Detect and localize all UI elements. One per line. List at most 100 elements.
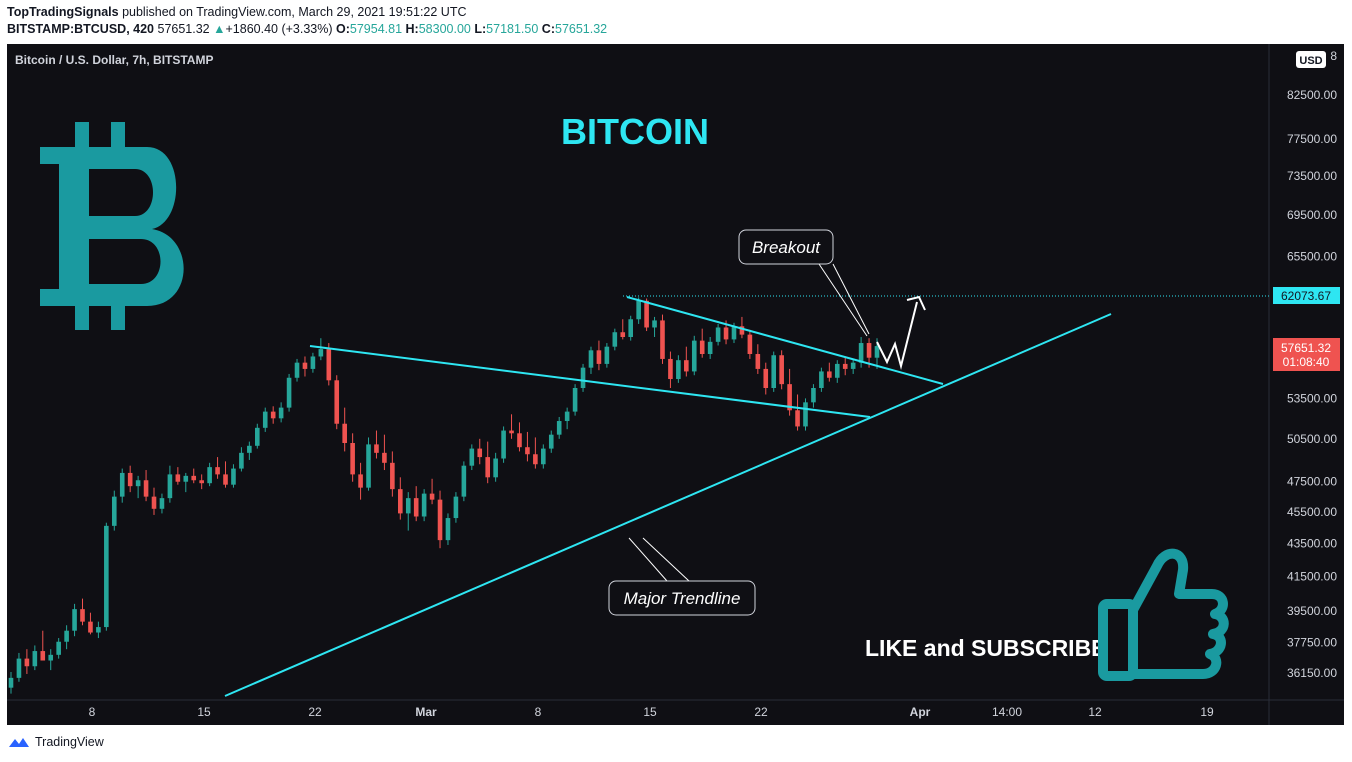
candle-body: [469, 448, 475, 466]
candle-body: [326, 349, 332, 381]
candle-body: [684, 360, 689, 372]
candle-body: [604, 346, 610, 364]
candle-body: [779, 355, 784, 385]
candle-body: [318, 349, 324, 357]
candle-body: [819, 371, 824, 389]
low-label: L:: [474, 22, 487, 36]
trendline-label-box[interactable]: [608, 580, 756, 616]
high-label: H:: [405, 22, 419, 36]
upper-channel-line[interactable]: [626, 296, 944, 385]
candle-body: [509, 430, 514, 434]
low-value: 57181.50: [486, 22, 539, 36]
candle-body: [80, 609, 85, 622]
currency-button[interactable]: [1296, 51, 1326, 68]
author-name[interactable]: TopTradingSignals: [7, 5, 119, 19]
candle-body: [564, 411, 570, 422]
candle-body: [795, 410, 800, 427]
high-value: 58300.00: [418, 22, 471, 36]
symbol: BITSTAMP:BTCUSD, 420: [7, 22, 155, 36]
candle-body: [127, 472, 133, 487]
trendline-label: Major Trendline: [624, 589, 741, 608]
candle-body: [866, 343, 872, 358]
price-tick-label: 36150.00: [1287, 666, 1337, 680]
candle-body: [64, 630, 69, 642]
footer-brand[interactable]: TradingView: [35, 735, 104, 749]
candle-body: [731, 326, 737, 340]
candle-body: [771, 355, 777, 389]
candle-body: [548, 434, 554, 449]
time-tick-label: Mar: [415, 705, 437, 719]
candle-body: [159, 498, 165, 509]
price-tick-label: 73500.00: [1287, 169, 1337, 183]
up-arrow-icon: ▲: [213, 22, 226, 36]
candle-body: [652, 320, 657, 328]
chart-svg[interactable]: Bitcoin / U.S. Dollar, 7h, BITSTAMP BITC…: [7, 44, 1344, 725]
price-tick-label: 50500.00: [1287, 432, 1337, 446]
candle-body: [72, 609, 77, 631]
candle-body: [278, 407, 284, 419]
price-tick-label: 47500.00: [1287, 475, 1337, 489]
cta-text: LIKE and SUBSCRIBE: [865, 635, 1107, 661]
candle-body: [517, 433, 522, 448]
candle-body: [588, 350, 594, 368]
trendline-pointer: [628, 537, 668, 582]
time-tick-label: 8: [535, 705, 542, 719]
candle-body: [707, 341, 713, 355]
candle-body: [644, 300, 649, 328]
candle-body: [175, 474, 181, 482]
candle-body: [231, 468, 236, 485]
candle-body: [334, 380, 340, 424]
candles: [8, 297, 880, 694]
price-tick-label: 37750.00: [1287, 636, 1337, 650]
ohlc-bar: BITSTAMP:BTCUSD, 420 57651.32 ▲+1860.40 …: [7, 21, 607, 38]
footer: TradingView: [7, 735, 104, 749]
candle-body: [358, 474, 363, 488]
lower-channel-line[interactable]: [309, 345, 871, 418]
time-tick-label: Apr: [910, 705, 931, 719]
resistance-tag: [1273, 287, 1340, 304]
candle-body: [803, 402, 808, 427]
candle-body: [572, 388, 578, 412]
candle-body: [167, 474, 173, 499]
candle-body: [533, 454, 538, 465]
candle-body: [691, 340, 697, 372]
candle-body: [56, 641, 61, 655]
price-tick-label: 41500.00: [1287, 569, 1337, 583]
candle-body: [739, 326, 745, 335]
candle-body: [612, 332, 618, 347]
open-label: O:: [336, 22, 350, 36]
candle-body: [858, 343, 864, 363]
chart-area[interactable]: Bitcoin / U.S. Dollar, 7h, BITSTAMP BITC…: [7, 44, 1344, 725]
candle-body: [350, 442, 355, 475]
candle-body: [247, 445, 252, 453]
candle-body: [787, 384, 792, 411]
candle-body: [580, 367, 586, 389]
candle-body: [556, 421, 562, 435]
candle-body: [628, 319, 634, 338]
candle-body: [398, 489, 403, 514]
arrow-head-icon: [906, 295, 926, 311]
tradingview-logo-icon[interactable]: [7, 735, 31, 749]
thumbs-up-icon[interactable]: [1098, 548, 1229, 681]
candle-body: [541, 448, 546, 465]
breakout-label-box[interactable]: [738, 229, 834, 265]
price-tick-label: 65500.00: [1287, 250, 1337, 264]
candle-body: [199, 480, 204, 484]
price-tick-label: 43500.00: [1287, 536, 1337, 550]
candle-body: [223, 474, 228, 485]
candle-body: [699, 340, 705, 355]
candle-body: [262, 411, 268, 428]
price-axis[interactable]: 8 82500.00 77500.00 73500.00 69500.00 65500.…: [1287, 49, 1337, 680]
candle-body: [286, 377, 292, 408]
time-axis[interactable]: 8 15 22 Mar 8 15 22 Apr 14:00 12 19: [89, 705, 1214, 719]
candle-body: [421, 493, 427, 517]
close-label: C:: [541, 22, 555, 36]
candle-body: [485, 457, 490, 478]
candle-body: [723, 327, 729, 340]
candle-body: [827, 371, 832, 378]
candle-body: [143, 480, 149, 497]
candle-body: [715, 327, 721, 342]
last-price: 57651.32: [157, 22, 210, 36]
publish-date: published on TradingView.com, March 29, …: [122, 5, 467, 19]
major-trendline[interactable]: [224, 313, 1112, 697]
